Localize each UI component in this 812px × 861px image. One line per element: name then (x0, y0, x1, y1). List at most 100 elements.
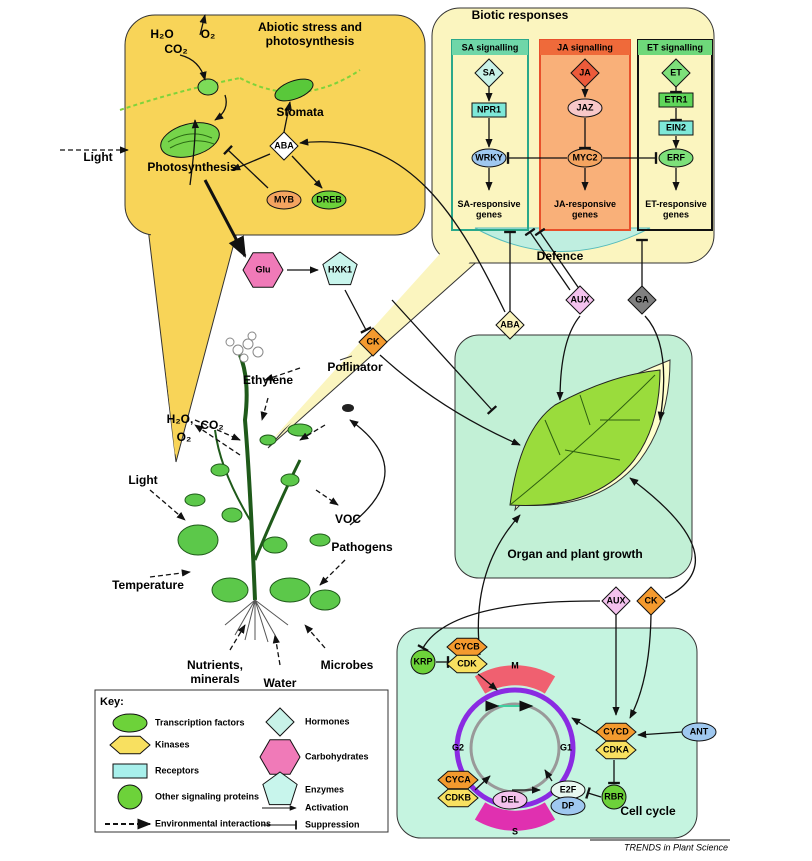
chloroplast-detail (167, 133, 215, 149)
label: Organ and plant growth (507, 547, 642, 561)
key-box (94, 689, 389, 833)
label: G2 (452, 742, 464, 752)
connector (391, 299, 498, 415)
node-shape (266, 190, 302, 210)
connector (291, 155, 323, 189)
node-shape (658, 92, 694, 108)
node-shape (658, 148, 694, 168)
node-shape (636, 586, 666, 616)
label-line: SA-responsive (457, 199, 520, 209)
node-label: ABA (500, 319, 520, 329)
key-swatch (109, 735, 151, 755)
node-label: KRP (413, 656, 432, 666)
connector (260, 397, 269, 421)
key-label: Enzymes (305, 784, 344, 794)
connector (637, 730, 683, 739)
label: Microbes (321, 658, 374, 672)
connector (229, 624, 246, 651)
node-label: ERF (667, 152, 686, 162)
node-label: DREB (316, 194, 342, 204)
connector (644, 315, 665, 421)
pollinator-icon (339, 355, 353, 367)
connector (299, 424, 326, 441)
s-phase (474, 802, 556, 831)
node-label: ET (670, 67, 682, 77)
node-label: RBR (604, 791, 624, 801)
node-label: GA (635, 294, 649, 304)
node-label: NPR1 (477, 104, 501, 114)
ja-header (540, 40, 630, 55)
et-header (638, 40, 712, 55)
node-shape (658, 120, 694, 136)
key-swatch (112, 713, 148, 733)
label-line: ET-responsive (645, 199, 707, 209)
node-shape (322, 251, 358, 286)
node-label: ETR1 (664, 94, 687, 104)
node-shape (495, 310, 525, 340)
node-label: WRKY (475, 152, 503, 162)
node-label: EIN2 (666, 122, 686, 132)
node-shape (471, 102, 507, 118)
node-label: CDKA (603, 744, 629, 754)
node-shape (595, 740, 637, 760)
node-shape (681, 722, 717, 742)
plant-illustration (177, 354, 341, 643)
node-label: HXK1 (328, 264, 352, 274)
node-label: CK (367, 336, 380, 346)
connector (199, 14, 207, 36)
footer: TRENDS in Plant Science (624, 842, 728, 852)
leaf-veins (509, 374, 656, 506)
node-shape (661, 58, 691, 88)
key-label: Hormones (305, 716, 350, 726)
label: VOC (335, 512, 361, 526)
label: Water (264, 676, 297, 690)
label: SA-responsive genes (457, 199, 520, 219)
connector (194, 424, 241, 456)
key-swatch (265, 707, 295, 737)
label: SA signalling (462, 42, 519, 52)
node-shape (358, 327, 388, 357)
connector (264, 367, 301, 381)
node-shape (446, 654, 488, 674)
membrane (239, 69, 361, 94)
node-shape (627, 285, 657, 315)
connector (223, 144, 269, 189)
key-swatch (259, 739, 301, 775)
label: Pathogens (331, 540, 393, 554)
connector (319, 559, 346, 586)
node-shape (492, 790, 528, 810)
connector (149, 489, 186, 521)
label-line: genes (572, 210, 598, 220)
connector (556, 315, 581, 401)
insect-icon (342, 404, 354, 412)
connector (189, 119, 200, 186)
node-shape (311, 190, 347, 210)
connector (149, 569, 191, 578)
abiotic-panel (124, 14, 426, 236)
connector (304, 624, 326, 649)
connector (474, 775, 491, 791)
key-label: Other signaling proteins (155, 791, 259, 801)
key-label: Suppression (305, 819, 360, 829)
connector (203, 179, 247, 258)
stomata-icon (274, 78, 314, 102)
node-shape (565, 285, 595, 315)
key-swatch (112, 763, 148, 779)
node-label: CDKB (445, 792, 471, 802)
label-line: genes (476, 210, 502, 220)
node-label: CYCB (454, 641, 480, 651)
label: Light (128, 473, 157, 487)
node-label: JA (579, 67, 591, 77)
label: Temperature (112, 578, 184, 592)
connector (477, 673, 498, 691)
node-label: CDK (457, 658, 477, 668)
key-label: Kinases (155, 739, 190, 749)
label-line: JA-responsive (554, 199, 616, 209)
node-shape (567, 148, 603, 168)
node-label: AUX (606, 595, 625, 605)
defence-arc (474, 227, 651, 252)
label: Abiotic stress and photosynthesis (258, 20, 362, 48)
label: Photosynthesis (147, 160, 237, 174)
connector (571, 717, 601, 736)
node-label: JAZ (576, 102, 594, 112)
